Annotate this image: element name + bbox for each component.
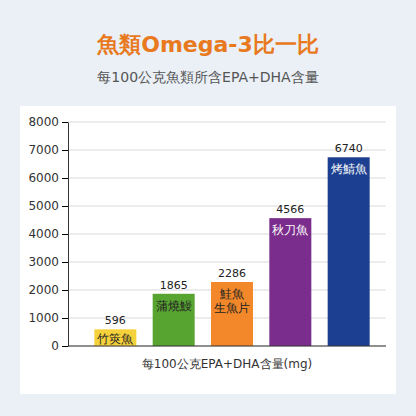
grid (68, 122, 386, 346)
y-tick-mark (62, 234, 68, 235)
bar (153, 294, 195, 346)
data-label: 6740 (335, 142, 363, 155)
category-label: 秋刀魚 (272, 223, 308, 237)
category-label-line: 生魚片 (214, 301, 250, 315)
y-tick-mark (62, 150, 68, 151)
chart: 魚類Omega-3比一比每100公克魚類所含EPA+DHA含量 0 1000 2000… (0, 0, 416, 416)
y-tick: 4000 (28, 227, 68, 241)
plot-panel (20, 106, 396, 394)
y-tick-mark (62, 122, 68, 123)
y-axis-line (68, 123, 69, 347)
y-tick-label: 3000 (28, 255, 59, 269)
y-tick: 7000 (28, 143, 68, 157)
y-tick-mark (62, 262, 68, 263)
y-tick-label: 7000 (28, 143, 59, 157)
data-label: 596 (105, 314, 126, 327)
y-tick: 2000 (28, 283, 68, 297)
category-label-line: 竹筴魚 (97, 332, 133, 346)
y-tick: 6000 (28, 171, 68, 185)
y-tick-label: 0 (51, 339, 59, 353)
title: 魚類Omega-3比一比 (96, 32, 319, 57)
y-tick: 3000 (28, 255, 68, 269)
bar (211, 282, 253, 346)
y-tick-mark (62, 346, 68, 347)
category-label: 蒲燒鰻 (156, 299, 192, 313)
y-tick-label: 6000 (28, 171, 59, 185)
grid-line (68, 122, 386, 123)
y-tick: 5000 (28, 199, 68, 213)
subtitle: 每100公克魚類所含EPA+DHA含量 (97, 69, 318, 85)
category-label-line: 秋刀魚 (272, 223, 308, 237)
data-label: 1865 (160, 279, 188, 292)
y-tick-mark (62, 318, 68, 319)
category-label-line: 烤鯖魚 (331, 162, 367, 176)
category-label-line: 蒲燒鰻 (156, 299, 192, 313)
y-tick-label: 8000 (28, 115, 59, 129)
y-tick-mark (62, 290, 68, 291)
bar (94, 329, 136, 346)
bar (328, 157, 370, 346)
y-tick: 1000 (28, 311, 68, 325)
bars (94, 157, 369, 346)
bar (269, 218, 311, 346)
category-label: 鮭魚生魚片 (214, 287, 250, 315)
background (0, 0, 416, 416)
category-label: 烤鯖魚 (331, 162, 367, 176)
y-tick-label: 2000 (28, 283, 59, 297)
y-tick-label: 4000 (28, 227, 59, 241)
y-tick: 0 (51, 339, 68, 353)
category-label: 竹筴魚 (97, 332, 133, 346)
data-label: 4566 (276, 203, 304, 216)
y-tick-label: 5000 (28, 199, 59, 213)
category-label-line: 鮭魚 (220, 287, 244, 301)
y-axis: 0 1000 2000 3000 4000 5000 6000 7000 8000 (28, 115, 68, 353)
y-tick-mark (62, 178, 68, 179)
data-label: 2286 (218, 267, 246, 280)
x-axis-title: 每100公克EPA+DHA含量(mg) (142, 357, 312, 371)
y-tick-label: 1000 (28, 311, 59, 325)
y-tick-mark (62, 206, 68, 207)
y-tick: 8000 (28, 115, 68, 129)
